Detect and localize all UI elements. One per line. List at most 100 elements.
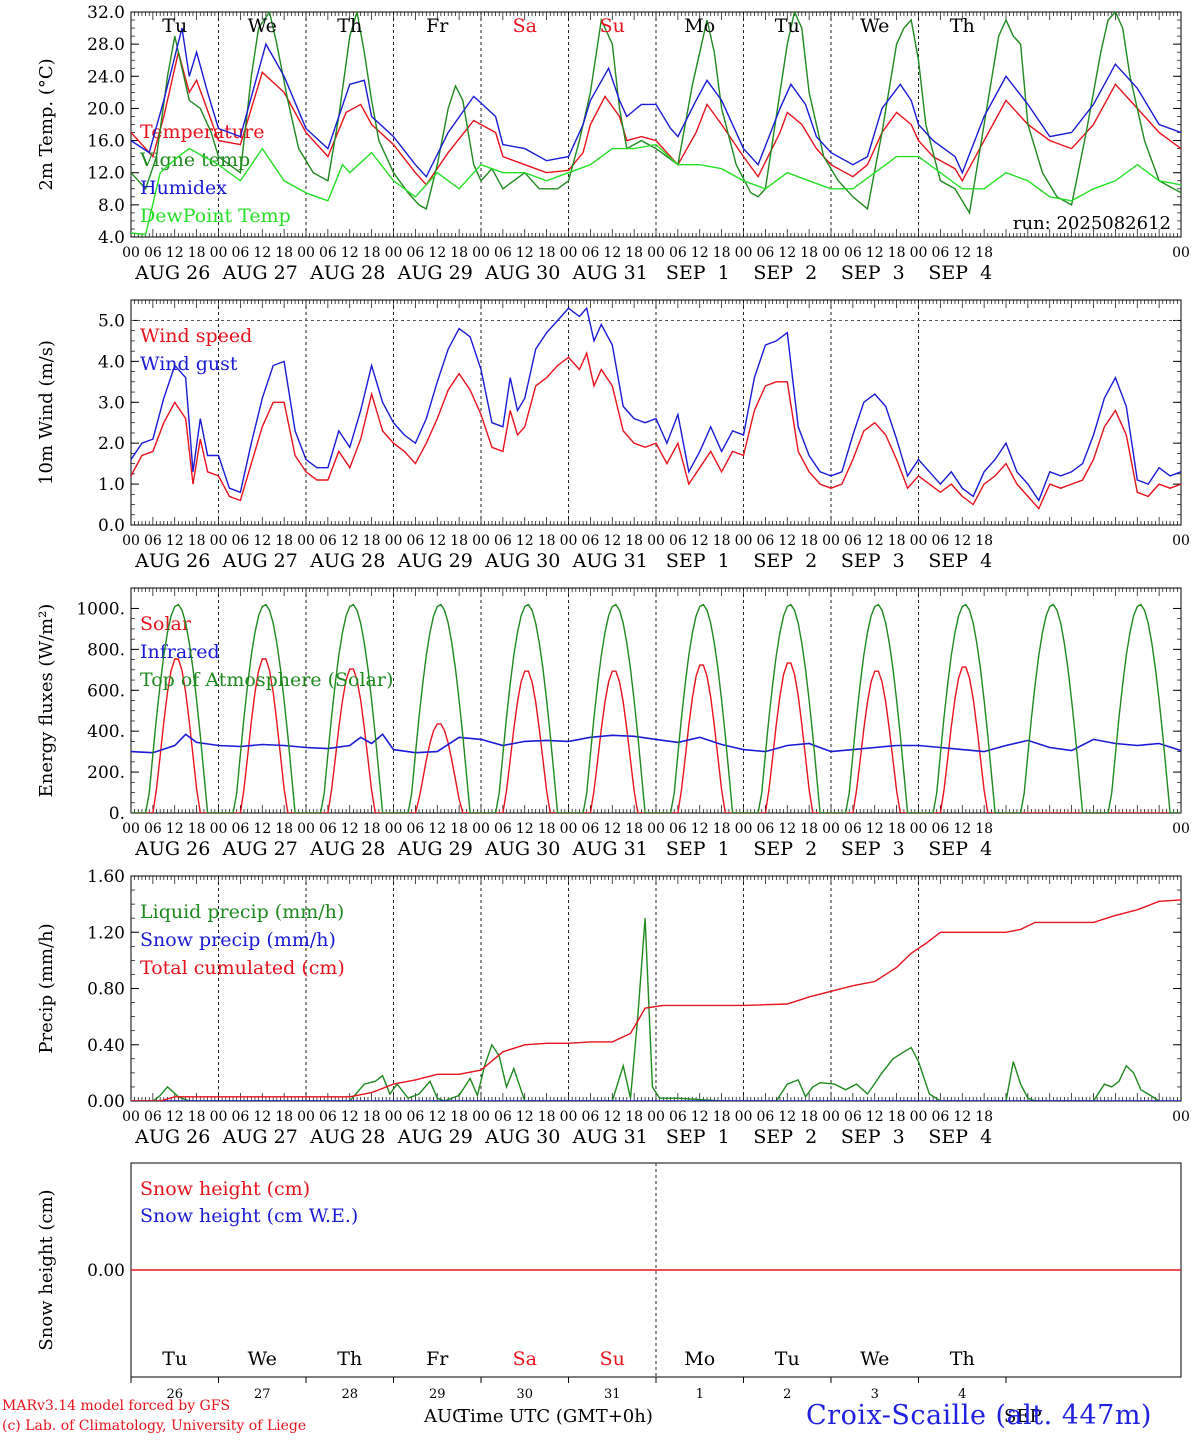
x-hour-label: 12 [428,1109,446,1125]
x-hour-label: 06 [144,821,162,837]
x-date-label: SEP 2 [753,1126,817,1148]
weekday-label: Mo [684,15,715,37]
x-hour-label: 18 [275,821,293,837]
x-hour-label: 12 [428,821,446,837]
x-hour-label: 18 [275,533,293,549]
x-hour-label: 06 [406,821,424,837]
month-left-label: AUG [424,1406,467,1427]
x-hour-label: 12 [516,245,534,261]
series-line-wind-gust [131,306,1181,503]
x-hour-label: 12 [253,533,271,549]
x-hour-label: 12 [778,821,796,837]
day-number-label: 2 [783,1387,791,1402]
x-hour-label: 18 [888,821,906,837]
x-hour-label: 06 [144,245,162,261]
x-hour-label: 18 [713,533,731,549]
x-hour-label: 06 [231,533,249,549]
plot-frame [130,587,1182,814]
x-hour-label: 00 [822,821,840,837]
x-hour-label: 18 [888,533,906,549]
x-hour-label: 00 [297,533,315,549]
x-hour-label: 06 [231,821,249,837]
y-tick-label: 24.0 [87,67,125,87]
weekday-label: We [860,1348,889,1370]
x-hour-label: 18 [188,1109,206,1125]
x-hour-label: 12 [516,533,534,549]
x-hour-label: 18 [538,1109,556,1125]
x-hour-label: 00 [210,533,228,549]
x-hour-label: 18 [450,821,468,837]
weekday-label: Tu [775,15,800,37]
y-tick-label: 0.0 [98,516,125,536]
x-hour-label: 12 [691,245,709,261]
x-hour-label: 12 [341,821,359,837]
x-hour-label: 12 [341,533,359,549]
y-tick-label: 800. [87,640,125,660]
x-hour-label: 06 [319,821,337,837]
x-date-label: AUG 26 [134,550,210,572]
x-date-label: AUG 26 [134,1126,210,1148]
x-hour-label: 00 [910,533,928,549]
x-hour-label: 06 [494,245,512,261]
x-date-label: AUG 31 [572,550,648,572]
x-hour-label: 18 [625,533,643,549]
x-hour-label: 06 [756,245,774,261]
station-title: Croix-Scaille (alt. 447m) [806,1400,1152,1431]
x-hour-label: 12 [953,821,971,837]
x-date-label: SEP 3 [841,550,905,572]
weekday-label: Th [337,1348,362,1370]
x-hour-label: 18 [275,1109,293,1125]
x-hour-label: 00 [122,533,140,549]
x-hour-label: 12 [691,1109,709,1125]
x-hour-label: 18 [975,821,993,837]
x-hour-label: 00 [822,1109,840,1125]
x-date-label: SEP 4 [928,550,992,572]
x-hour-label: 18 [538,245,556,261]
x-hour-label: 00 [735,821,753,837]
x-date-label: SEP 2 [753,262,817,284]
series-line-dewpoint-temp [131,143,1181,236]
legend-entry: Infrared [140,641,220,663]
y-tick-label: 1.0 [98,475,125,495]
x-hour-label: 06 [494,533,512,549]
x-hour-label: 12 [866,1109,884,1125]
x-hour-label: 18 [450,245,468,261]
x-hour-label: 00 [297,245,315,261]
x-date-label: SEP 2 [753,838,817,860]
x-date-label: SEP 3 [841,262,905,284]
x-hour-label: 00 [472,245,490,261]
x-date-label: AUG 28 [309,550,385,572]
y-axis-label: Energy fluxes (W/m²) [36,604,57,798]
x-hour-label: 00 [822,533,840,549]
y-tick-label: 0.00 [87,1261,125,1281]
y-axis-label: 2m Temp. (°C) [36,58,57,190]
x-hour-label: 18 [363,1109,381,1125]
y-axis-label: Snow height (cm) [36,1189,57,1350]
x-hour-label: 00 [472,533,490,549]
series-line-infrared [131,733,1181,754]
x-hour-label: 12 [953,1109,971,1125]
x-hour-label: 12 [166,533,184,549]
x-hour-label: 00 [910,821,928,837]
y-tick-label: 20.0 [87,99,125,119]
x-hour-label: 18 [188,245,206,261]
x-hour-label: 18 [800,1109,818,1125]
x-hour-label: 06 [669,1109,687,1125]
x-date-label: SEP 1 [666,1126,730,1148]
x-hour-label: 18 [888,245,906,261]
legend-entry: Temperature [140,121,264,143]
x-date-label: AUG 29 [397,1126,473,1148]
x-hour-label: 06 [931,1109,949,1125]
x-hour-label: 06 [581,245,599,261]
x-hour-label: 12 [253,245,271,261]
x-hour-label: 12 [253,821,271,837]
legend-entry: DewPoint Temp [140,205,291,227]
weekday-label: We [248,15,277,37]
y-tick-label: 0. [109,804,125,824]
x-hour-label: 00 [472,821,490,837]
weekday-label: Fr [426,15,449,37]
x-hour-label: 00 [560,245,578,261]
legend-entry: Snow precip (mm/h) [140,929,336,951]
x-hour-label: 18 [800,533,818,549]
y-tick-label: 4.0 [98,352,125,372]
